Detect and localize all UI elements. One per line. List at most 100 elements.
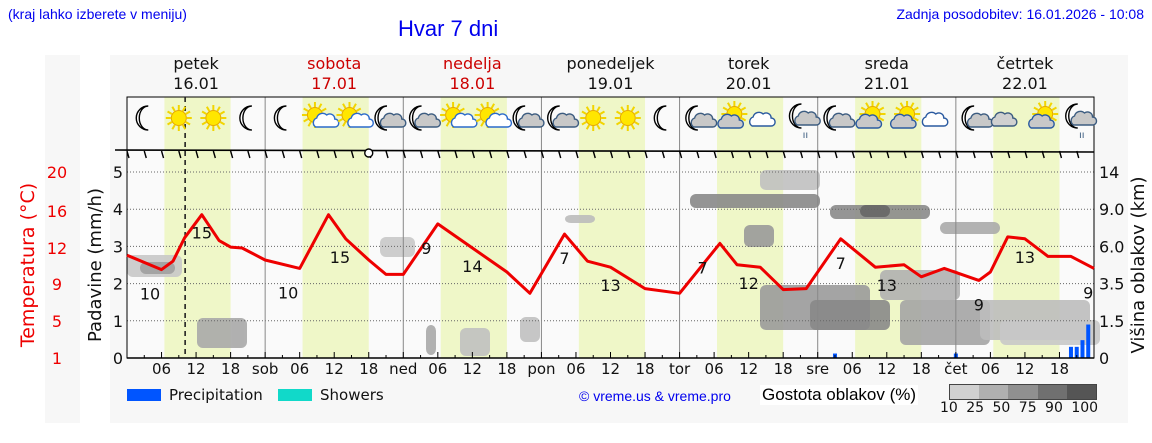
day-name: sreda <box>865 54 909 73</box>
moon-cloud-icon <box>685 105 718 131</box>
location-menu-hint[interactable]: (kraj lahko izberete v meniju) <box>8 6 187 22</box>
page-title: Hvar 7 dni <box>398 16 499 41</box>
temperature-tick: 1 <box>52 349 62 368</box>
temperature-label: 7 <box>836 254 846 273</box>
hour-tick-label: 18 <box>1050 360 1069 378</box>
sun-cloud-grey-icon <box>855 101 886 129</box>
showers-swatch <box>278 389 312 401</box>
hour-tick-label: 12 <box>1015 360 1034 378</box>
cloud-blob <box>744 225 774 247</box>
moon-icon <box>239 105 252 131</box>
hour-tick-label: 12 <box>877 360 896 378</box>
moon-cloud-rain-icon: ıı <box>788 103 821 141</box>
day-date: 16.01 <box>173 74 219 93</box>
cloud-height-tick: 3.5 <box>1099 275 1124 294</box>
sun-cloud-icon <box>440 102 478 128</box>
calm-wind-icon <box>364 148 374 158</box>
cloud-blob <box>940 222 1000 234</box>
day-date: 21.01 <box>864 74 910 93</box>
cloud-blob <box>1000 320 1100 345</box>
day-date: 22.01 <box>1002 74 1048 93</box>
temperature-label: 9 <box>421 239 431 258</box>
moon-cloud-icon <box>823 105 856 131</box>
day-tick-label: sob <box>252 360 279 378</box>
hour-tick-label: 12 <box>187 360 206 378</box>
day-name: ponedeljek <box>567 54 656 73</box>
day-tick-label: tor <box>669 360 691 378</box>
cloud-layer <box>127 170 1100 356</box>
temperature-line <box>126 213 1095 295</box>
sun-cloud-grey-icon <box>1028 101 1059 129</box>
cloud-density-title: Gostota oblakov (%) <box>760 385 919 405</box>
day-tick-label: pon <box>527 360 555 378</box>
temperature-label: 14 <box>462 257 482 276</box>
hour-tick-label: 18 <box>359 360 378 378</box>
precip-tick: 1 <box>113 312 123 331</box>
hour-tick-label: 12 <box>739 360 758 378</box>
temperature-label: 15 <box>192 224 212 243</box>
day-date: 20.01 <box>726 74 772 93</box>
density-swatch <box>1008 385 1038 399</box>
legend-precipitation: Precipitation <box>127 386 263 404</box>
hour-tick-label: 18 <box>635 360 654 378</box>
cloud-density-scale-labels: 10 25 50 75 90 100 <box>940 400 1099 416</box>
cloud-icon <box>921 111 949 127</box>
temperature-label: 9 <box>974 295 984 314</box>
hour-tick-label: 12 <box>463 360 482 378</box>
temperature-label: 13 <box>600 276 620 295</box>
sun-icon <box>165 105 192 131</box>
hour-tick-label: 06 <box>152 360 171 378</box>
day-tick-label: sre <box>806 360 829 378</box>
density-swatch <box>1037 385 1067 399</box>
precip-tick: 0 <box>113 349 123 368</box>
cloud-blob <box>900 300 990 345</box>
cloud-height-axis-label: Višina oblakov (km) <box>1128 176 1149 353</box>
density-swatch <box>979 385 1009 399</box>
wind-barbs <box>114 149 1095 159</box>
cloud-blob <box>460 328 490 356</box>
moon-cloud-icon <box>547 105 580 131</box>
temperature-tick: 20 <box>47 163 67 182</box>
precipitation-label: Precipitation <box>169 386 263 404</box>
precipitation-bar <box>1068 346 1073 358</box>
temperature-tick: 9 <box>52 275 62 294</box>
svg-text:ıı: ıı <box>803 130 809 141</box>
temperature-axis-panel <box>45 55 80 423</box>
temperature-tick: 16 <box>47 202 67 221</box>
sun-cloud-grey-icon <box>889 101 921 129</box>
daylight-band <box>302 97 369 358</box>
temperature-axis-label: Temperatura (°C) <box>17 183 39 348</box>
precip-tick: 3 <box>113 237 123 256</box>
cloud-height-tick: 6.0 <box>1099 237 1124 256</box>
hour-tick-label: 18 <box>221 360 240 378</box>
hour-tick-label: 18 <box>912 360 931 378</box>
temperature-label: 10 <box>140 285 160 304</box>
sun-cloud-icon <box>336 102 374 128</box>
cloud-icon <box>749 111 776 127</box>
precipitation-bar <box>1074 346 1079 358</box>
day-tick-label: ned <box>389 360 417 378</box>
temperature-label: 15 <box>330 248 350 267</box>
temperature-label: 9 <box>1083 283 1093 302</box>
temperature-label: 13 <box>877 276 897 295</box>
hour-tick-label: 06 <box>566 360 585 378</box>
cloud-blob <box>690 194 820 208</box>
temperature-tick: 5 <box>52 312 62 331</box>
cloud-height-tick: 9.0 <box>1099 200 1124 219</box>
temperature-label: 10 <box>278 283 298 302</box>
sun-cloud-icon <box>474 102 513 128</box>
hour-tick-label: 06 <box>981 360 1000 378</box>
svg-text:ıı: ıı <box>1079 130 1085 141</box>
precip-tick: 4 <box>113 200 123 219</box>
day-name: petek <box>173 54 219 73</box>
day-name: sobota <box>307 54 361 73</box>
daylight-band <box>578 97 646 358</box>
precipitation-bar <box>1086 324 1091 358</box>
density-swatch <box>950 385 980 399</box>
copyright-link[interactable]: © vreme.us & vreme.pro <box>579 388 731 404</box>
day-name: torek <box>728 54 770 73</box>
hour-tick-label: 06 <box>843 360 862 378</box>
cloud-blob <box>520 317 540 342</box>
temperature-label: 7 <box>698 258 708 277</box>
